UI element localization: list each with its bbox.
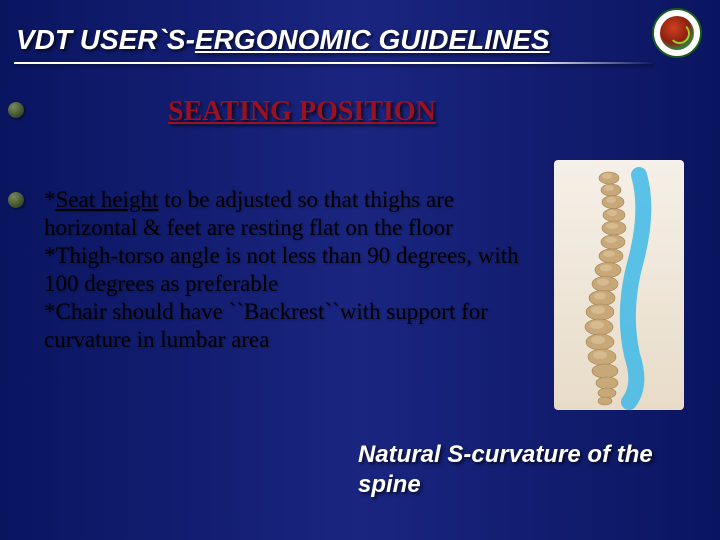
logo [652, 8, 702, 58]
bullet-icon [8, 192, 24, 208]
title-underlined: ERGONOMIC GUIDELINES [195, 24, 550, 55]
slide-title: VDT USER`S-ERGONOMIC GUIDELINES [16, 24, 550, 56]
title-divider [14, 62, 654, 64]
slide-subtitle: SEATING POSITION [168, 96, 436, 128]
p2: *Thigh-torso angle is not less than 90 d… [44, 243, 519, 296]
image-caption: Natural S-curvature of the spine [358, 440, 698, 500]
p1-underline: Seat height [56, 187, 159, 212]
p3: *Chair should have ``Backrest``with supp… [44, 299, 488, 352]
title-prefix: VDT USER`S- [16, 24, 195, 55]
bullet-icon [8, 102, 24, 118]
spine-svg [554, 160, 684, 410]
p1-prefix: * [44, 187, 56, 212]
spine-image [554, 160, 684, 410]
logo-inner [660, 16, 694, 50]
body-text: *Seat height to be adjusted so that thig… [44, 186, 534, 354]
